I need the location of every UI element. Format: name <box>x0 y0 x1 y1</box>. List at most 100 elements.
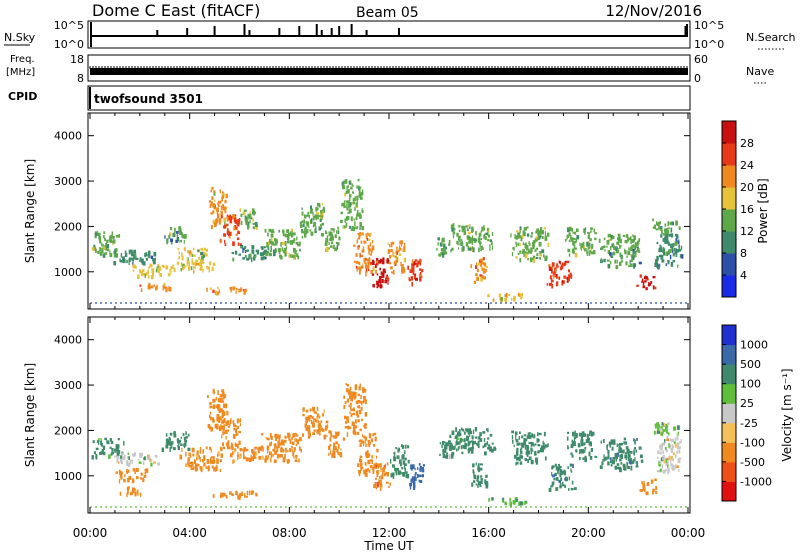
echo-cell <box>353 427 355 432</box>
echo-cell <box>667 432 670 436</box>
echo-cell <box>633 244 635 248</box>
echo-cell <box>110 440 114 444</box>
echo-cell <box>330 241 334 245</box>
echo-cell <box>127 490 129 495</box>
echo-cell <box>461 239 463 242</box>
echo-cell <box>261 252 265 256</box>
echo-cell <box>564 260 567 264</box>
echo-cell <box>670 227 673 233</box>
echo-cell <box>622 449 625 454</box>
echo-cell <box>553 270 556 274</box>
echo-cell <box>186 263 188 266</box>
echo-cell <box>280 242 282 247</box>
echo-cell <box>603 454 605 458</box>
echo-cell <box>240 213 243 218</box>
echo-cell <box>411 259 414 264</box>
echo-cell <box>193 269 195 274</box>
echo-cell <box>344 415 347 420</box>
echo-cell <box>213 191 216 196</box>
echo-cell <box>367 260 370 266</box>
echo-cell <box>541 236 544 240</box>
echo-cell <box>320 210 323 213</box>
echo-cell <box>147 254 151 257</box>
echo-cell <box>297 255 300 260</box>
echo-cell <box>459 437 463 443</box>
echo-cell <box>477 480 480 485</box>
echo-cell <box>273 459 277 464</box>
echo-cell <box>123 440 125 446</box>
echo-cell <box>519 228 521 234</box>
beam-title: Beam 05 <box>356 5 419 21</box>
echo-cell <box>619 454 622 458</box>
echo-cell <box>249 457 252 462</box>
echo-cell <box>606 240 610 245</box>
echo-cell <box>359 400 362 404</box>
echo-cell <box>567 445 569 450</box>
echo-cell <box>229 218 232 221</box>
echo-cell <box>165 438 169 444</box>
echo-cell <box>199 450 201 454</box>
echo-cell <box>334 431 337 434</box>
echo-cell <box>360 265 364 269</box>
echo-cell <box>373 432 377 436</box>
echo-cell <box>252 222 256 225</box>
echo-cell <box>258 446 262 451</box>
echo-cell <box>209 287 212 291</box>
echo-cell <box>491 245 494 251</box>
echo-cell <box>561 481 564 486</box>
echo-cell <box>551 265 553 270</box>
echo-cell <box>173 434 177 438</box>
echo-cell <box>330 228 334 231</box>
echo-cell <box>487 234 491 238</box>
echo-cell <box>402 268 406 273</box>
echo-cell <box>476 277 479 281</box>
echo-cell <box>535 461 538 465</box>
echo-cell <box>104 237 106 242</box>
echo-cell <box>181 447 183 452</box>
echo-cell <box>541 447 544 453</box>
echo-cell <box>237 443 239 449</box>
echo-cell <box>170 441 174 445</box>
echo-cell <box>539 257 541 260</box>
echo-cell <box>478 235 481 240</box>
echo-cell <box>401 266 404 271</box>
echo-cell <box>274 238 277 242</box>
echo-cell <box>442 448 444 452</box>
echo-cell <box>666 436 669 440</box>
echo-cell <box>670 460 672 465</box>
echo-cell <box>479 432 482 437</box>
echo-cell <box>659 451 662 455</box>
echo-cell <box>664 240 668 244</box>
echo-cell <box>341 203 344 207</box>
echo-cell <box>463 438 466 443</box>
echo-cell <box>316 214 319 220</box>
echo-cell <box>379 463 382 468</box>
echo-cell <box>224 243 227 247</box>
echo-cell <box>222 430 225 435</box>
echo-cell <box>419 467 422 472</box>
echo-cell <box>407 265 410 270</box>
power-patches <box>90 178 688 304</box>
echo-cell <box>551 262 555 267</box>
echo-cell <box>366 265 370 269</box>
echo-cell <box>475 442 478 446</box>
echo-cell <box>479 274 483 277</box>
echo-cell <box>267 449 269 454</box>
echo-cell <box>284 241 287 246</box>
echo-cell <box>202 449 204 454</box>
echo-cell <box>124 252 128 257</box>
echo-cell <box>551 472 553 476</box>
echo-cell <box>309 210 313 214</box>
echo-cell <box>317 423 320 428</box>
colorbar-tick-label: -500 <box>740 456 765 469</box>
echo-cell <box>518 501 521 504</box>
echo-cell <box>416 474 419 478</box>
echo-cell <box>677 445 679 450</box>
echo-cell <box>667 469 670 475</box>
echo-cell <box>296 253 299 257</box>
echo-cell <box>224 208 227 214</box>
echo-cell <box>193 466 195 469</box>
y-tick-label: 1000 <box>54 470 82 483</box>
echo-cell <box>375 258 379 262</box>
